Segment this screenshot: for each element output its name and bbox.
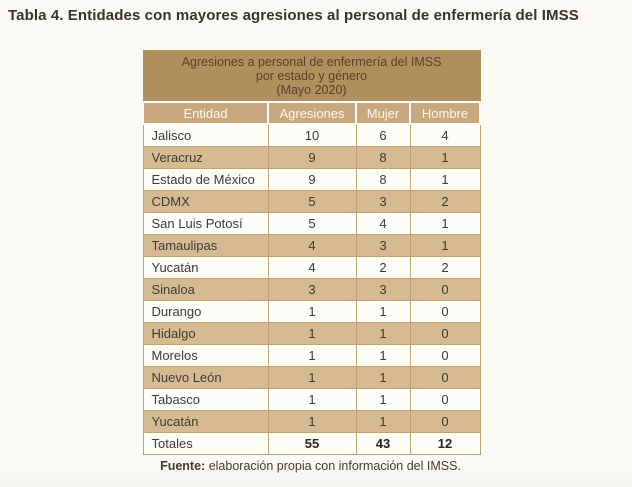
- cell-mujer: 3: [355, 233, 411, 257]
- cell-hombre: 2: [409, 255, 481, 279]
- cell-entidad: Veracruz: [142, 145, 269, 169]
- table-header-line2: por estado y género: [255, 69, 368, 83]
- cell-hombre: 0: [409, 299, 481, 323]
- table-row: Jalisco 10 6 4: [142, 123, 481, 147]
- source-label: Fuente:: [160, 459, 206, 473]
- cell-agresiones: 1: [267, 343, 357, 367]
- cell-mujer: 8: [355, 145, 411, 169]
- column-header-entidad: Entidad: [142, 101, 269, 125]
- cell-entidad: Morelos: [142, 343, 269, 367]
- table-row: Morelos 1 1 0: [142, 343, 481, 367]
- table-row: Tabasco 1 1 0: [142, 387, 481, 411]
- table-row: Durango 1 1 0: [142, 299, 481, 323]
- cell-entidad: Durango: [142, 299, 269, 323]
- cell-agresiones: 10: [267, 123, 357, 147]
- cell-mujer: 1: [355, 409, 411, 433]
- cell-mujer: 3: [355, 189, 411, 213]
- cell-agresiones: 1: [267, 321, 357, 345]
- table-row: Hidalgo 1 1 0: [142, 321, 481, 345]
- cell-mujer: 2: [355, 255, 411, 279]
- totals-row: Totales 55 43 12: [142, 431, 481, 455]
- cell-mujer: 8: [355, 167, 411, 191]
- source-text: elaboración propia con información del I…: [205, 459, 461, 473]
- cell-mujer: 1: [355, 343, 411, 367]
- totals-mujer: 43: [355, 431, 411, 455]
- cell-agresiones: 5: [267, 189, 357, 213]
- cell-agresiones: 3: [267, 277, 357, 301]
- cell-mujer: 3: [355, 277, 411, 301]
- cell-mujer: 1: [355, 321, 411, 345]
- cell-hombre: 1: [409, 233, 481, 257]
- cell-entidad: Tamaulipas: [142, 233, 269, 257]
- table-header-row: Agresiones a personal de enfermería del …: [142, 50, 481, 103]
- totals-hombre: 12: [409, 431, 481, 455]
- cell-agresiones: 5: [267, 211, 357, 235]
- cell-entidad: Sinaloa: [142, 277, 269, 301]
- cell-hombre: 1: [409, 211, 481, 235]
- table-row: CDMX 5 3 2: [142, 189, 481, 213]
- cell-mujer: 1: [355, 299, 411, 323]
- cell-entidad: San Luis Potosí: [142, 211, 269, 235]
- cell-agresiones: 4: [267, 255, 357, 279]
- table-body: Jalisco 10 6 4 Veracruz 9 8 1 Estado de …: [142, 123, 481, 433]
- totals-agresiones: 55: [267, 431, 357, 455]
- table-row: Nuevo León 1 1 0: [142, 365, 481, 389]
- table-row: Veracruz 9 8 1: [142, 145, 481, 169]
- page-title: Tabla 4. Entidades con mayores agresione…: [8, 7, 579, 24]
- cell-mujer: 6: [355, 123, 411, 147]
- table-row: Sinaloa 3 3 0: [142, 277, 481, 301]
- cell-hombre: 0: [409, 343, 481, 367]
- column-header-row: Entidad Agresiones Mujer Hombre: [142, 101, 481, 125]
- cell-hombre: 4: [409, 123, 481, 147]
- table-row: Yucatán 1 1 0: [142, 409, 481, 433]
- table-row: San Luis Potosí 5 4 1: [142, 211, 481, 235]
- cell-entidad: CDMX: [142, 189, 269, 213]
- cell-hombre: 0: [409, 409, 481, 433]
- column-header-agresiones: Agresiones: [267, 101, 357, 125]
- cell-entidad: Jalisco: [142, 123, 269, 147]
- cell-entidad: Hidalgo: [142, 321, 269, 345]
- cell-agresiones: 1: [267, 299, 357, 323]
- cell-hombre: 0: [409, 277, 481, 301]
- cell-agresiones: 4: [267, 233, 357, 257]
- cell-hombre: 2: [409, 189, 481, 213]
- totals-label: Totales: [142, 431, 269, 455]
- cell-mujer: 4: [355, 211, 411, 235]
- cell-entidad: Yucatán: [142, 409, 269, 433]
- cell-mujer: 1: [355, 365, 411, 389]
- cell-entidad: Yucatán: [142, 255, 269, 279]
- cell-hombre: 1: [409, 145, 481, 169]
- cell-entidad: Tabasco: [142, 387, 269, 411]
- cell-agresiones: 1: [267, 365, 357, 389]
- column-header-mujer: Mujer: [355, 101, 411, 125]
- cell-entidad: Nuevo León: [142, 365, 269, 389]
- column-header-hombre: Hombre: [409, 101, 481, 125]
- cell-hombre: 0: [409, 387, 481, 411]
- cell-entidad: Estado de México: [142, 167, 269, 191]
- table-row: Estado de México 9 8 1: [142, 167, 481, 191]
- cell-hombre: 0: [409, 365, 481, 389]
- table-header-line3: (Mayo 2020): [276, 83, 347, 97]
- source-note: Fuente: elaboración propia con informaci…: [142, 459, 479, 473]
- cell-hombre: 1: [409, 167, 481, 191]
- cell-agresiones: 1: [267, 409, 357, 433]
- table-row: Yucatán 4 2 2: [142, 255, 481, 279]
- cell-mujer: 1: [355, 387, 411, 411]
- table-header-line1: Agresiones a personal de enfermería del …: [181, 55, 442, 69]
- aggressions-table: Agresiones a personal de enfermería del …: [142, 50, 481, 455]
- table-row: Tamaulipas 4 3 1: [142, 233, 481, 257]
- cell-agresiones: 1: [267, 387, 357, 411]
- cell-agresiones: 9: [267, 145, 357, 169]
- table-header-band: Agresiones a personal de enfermería del …: [142, 50, 481, 103]
- cell-agresiones: 9: [267, 167, 357, 191]
- cell-hombre: 0: [409, 321, 481, 345]
